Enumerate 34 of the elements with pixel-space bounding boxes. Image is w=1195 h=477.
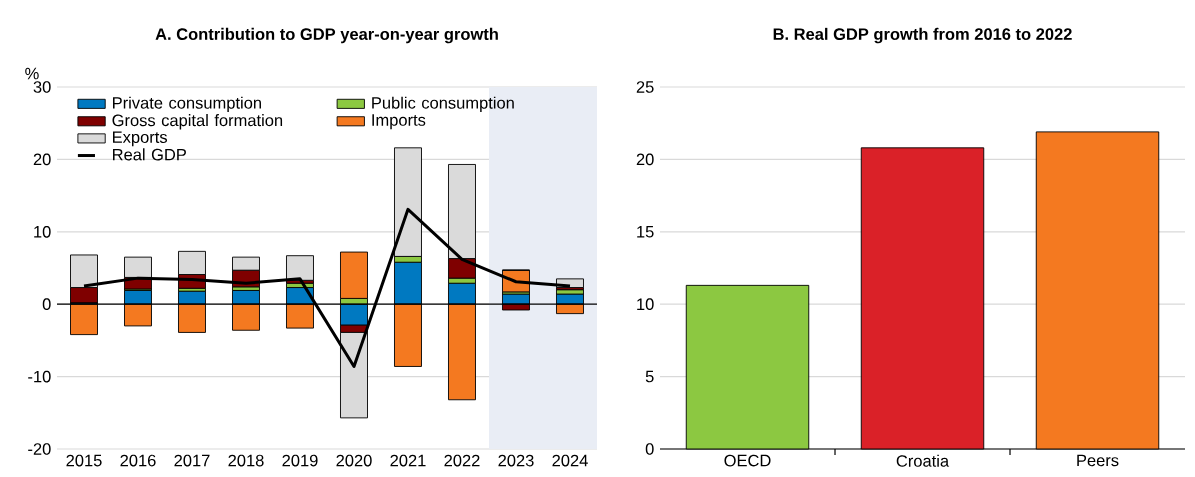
y-tick-label: 30	[33, 81, 51, 93]
legend-label: Real GDP	[113, 148, 186, 161]
y-tick-label: 0	[645, 443, 654, 455]
y-tick-label: 25	[636, 81, 654, 93]
legend-label: Public consumption	[372, 96, 514, 112]
legend-label: Exports	[113, 131, 167, 147]
x-tick-label: Peers	[1077, 454, 1119, 467]
chart-title: B. Real GDP growth from 2016 to 2022	[773, 27, 1072, 44]
x-tick-label: 2023	[498, 454, 534, 467]
y-tick-label: 15	[637, 226, 654, 238]
x-tick-label: 2022	[444, 454, 480, 467]
x-tick-label: 2019	[282, 454, 318, 467]
x-tick-label: 2016	[120, 454, 156, 467]
x-tick-label: 2021	[390, 454, 426, 467]
y-tick-label: 20	[636, 153, 654, 166]
x-tick-label: 2020	[336, 454, 372, 467]
x-tick-label: 2015	[66, 454, 102, 467]
y-tick-label: -10	[28, 370, 51, 383]
legend-label: Private consumption	[113, 96, 261, 112]
x-tick-label: OECD	[724, 454, 771, 467]
legend-label: Imports	[372, 114, 426, 130]
x-tick-label: 2024	[552, 454, 588, 467]
legend-label: Gross capital formation	[112, 114, 283, 130]
y-axis-title: %	[25, 67, 39, 80]
y-tick-label: 20	[33, 153, 51, 166]
y-tick-label: 10	[34, 225, 51, 238]
y-tick-label: 10	[637, 298, 654, 311]
chart-title: A. Contribution to GDP year-on-year growth	[155, 27, 498, 44]
x-tick-label: 2018	[228, 454, 264, 467]
y-tick-label: -20	[28, 443, 51, 455]
x-tick-label: 2017	[174, 454, 210, 467]
x-tick-label: Croatia	[896, 454, 950, 467]
y-tick-label: 0	[42, 298, 51, 311]
y-tick-label: 5	[645, 370, 654, 383]
